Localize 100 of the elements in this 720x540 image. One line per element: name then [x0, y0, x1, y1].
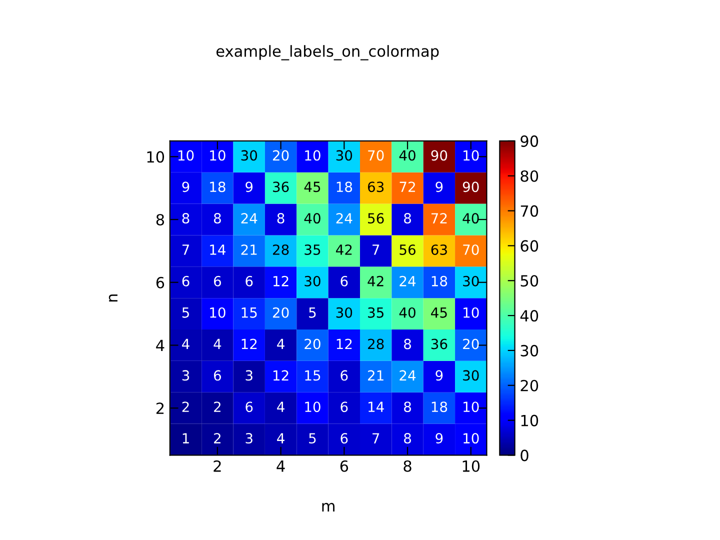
- data-label: 63: [368, 182, 384, 192]
- data-label: 10: [210, 150, 226, 161]
- color-bar-label: 0: [520, 450, 528, 462]
- data-label: 36: [431, 338, 448, 350]
- data-label: 30: [336, 150, 352, 161]
- data-label: 9: [436, 433, 443, 444]
- data-label: 70: [368, 150, 384, 161]
- data-label: 8: [214, 213, 221, 224]
- color-bar-label: 90: [520, 135, 538, 147]
- data-label: 20: [272, 307, 289, 318]
- data-label: 18: [210, 182, 226, 192]
- data-label: 56: [400, 244, 416, 255]
- data-label: 9: [436, 182, 443, 192]
- color-bar-label: 80: [520, 170, 538, 182]
- data-label: 3: [246, 433, 252, 444]
- x-tick-label: 2: [214, 460, 221, 472]
- data-label: 6: [214, 276, 221, 286]
- data-label: 8: [404, 338, 411, 350]
- y-tick-label: 8: [156, 214, 164, 226]
- color-bar-label: 60: [520, 240, 538, 252]
- data-label: 42: [336, 244, 352, 255]
- data-label: 4: [277, 402, 284, 412]
- data-label: 4: [214, 338, 222, 350]
- data-label: 20: [463, 338, 479, 350]
- data-label: 10: [464, 150, 479, 161]
- data-label: 72: [400, 182, 415, 192]
- data-label: 8: [277, 213, 284, 224]
- data-label: 28: [272, 244, 289, 255]
- data-label: 90: [431, 150, 448, 161]
- data-label: 10: [305, 402, 320, 412]
- data-label: 72: [432, 213, 447, 224]
- color-bar-label: 70: [520, 205, 538, 217]
- data-label: 4: [277, 338, 284, 350]
- y-axis-title: n: [108, 294, 118, 302]
- data-label: 10: [464, 402, 479, 412]
- data-label: 24: [336, 213, 352, 224]
- data-label: 6: [340, 433, 348, 444]
- data-label: 45: [304, 182, 320, 192]
- chart-title: example_labels_on_colormap: [216, 45, 439, 60]
- data-label: 14: [368, 402, 384, 412]
- data-label: 30: [463, 370, 479, 381]
- y-tick-label: 2: [156, 402, 164, 414]
- data-label: 15: [305, 370, 320, 381]
- color-bar-label: 20: [520, 380, 538, 392]
- data-label: 2: [214, 402, 220, 412]
- x-axis-title: m: [322, 502, 334, 512]
- data-label: 10: [210, 307, 226, 318]
- data-label: 5: [309, 433, 316, 444]
- data-label: 18: [336, 182, 352, 192]
- x-tick-label: 6: [340, 460, 348, 472]
- y-tick-label: 10: [147, 151, 164, 163]
- data-label: 12: [336, 338, 352, 350]
- data-label: 4: [277, 433, 284, 444]
- data-label: 10: [305, 150, 320, 161]
- y-tick-label: 6: [156, 276, 164, 288]
- data-label: 6: [246, 402, 253, 412]
- data-label: 30: [336, 307, 352, 318]
- data-label: 9: [182, 182, 190, 192]
- data-label: 6: [214, 370, 221, 381]
- data-label: 35: [368, 307, 384, 318]
- data-label: 30: [241, 150, 258, 161]
- data-label: 8: [404, 402, 411, 412]
- data-label: 40: [304, 213, 320, 224]
- data-label: 9: [246, 182, 253, 192]
- data-label: 18: [432, 402, 448, 412]
- data-label: 12: [242, 338, 257, 350]
- data-label: 56: [368, 213, 384, 224]
- color-bar-label: 50: [520, 275, 538, 287]
- data-label: 40: [399, 150, 416, 161]
- color-bar-label: 30: [520, 344, 538, 356]
- x-tick-label: 10: [462, 460, 480, 472]
- y-tick-label: 4: [156, 340, 164, 352]
- color-bar-label: 10: [521, 414, 538, 426]
- data-label: 10: [178, 150, 194, 161]
- data-label: 7: [372, 244, 380, 255]
- data-label: 6: [340, 370, 348, 381]
- data-label: 42: [368, 276, 384, 286]
- data-label: 2: [214, 433, 220, 444]
- data-label: 15: [242, 308, 257, 318]
- data-label: 6: [340, 402, 348, 412]
- data-label: 8: [404, 433, 411, 444]
- data-label: 40: [462, 213, 479, 224]
- data-label: 70: [463, 244, 479, 255]
- data-label: 4: [182, 338, 190, 350]
- data-label: 3: [182, 370, 190, 381]
- data-label: 30: [463, 276, 479, 286]
- x-tick-label: 8: [404, 460, 412, 472]
- data-label: 5: [309, 308, 316, 318]
- data-label: 3: [246, 370, 252, 381]
- data-label: 28: [368, 338, 384, 350]
- data-label: 21: [368, 370, 384, 380]
- data-label: 24: [400, 276, 416, 286]
- data-label: 5: [182, 308, 189, 318]
- data-label: 24: [400, 370, 416, 380]
- data-label: 7: [182, 244, 189, 255]
- data-label: 9: [436, 370, 443, 381]
- data-label: 6: [340, 276, 348, 286]
- data-label: 40: [399, 307, 416, 318]
- data-label: 12: [273, 370, 288, 380]
- data-label: 8: [182, 213, 190, 224]
